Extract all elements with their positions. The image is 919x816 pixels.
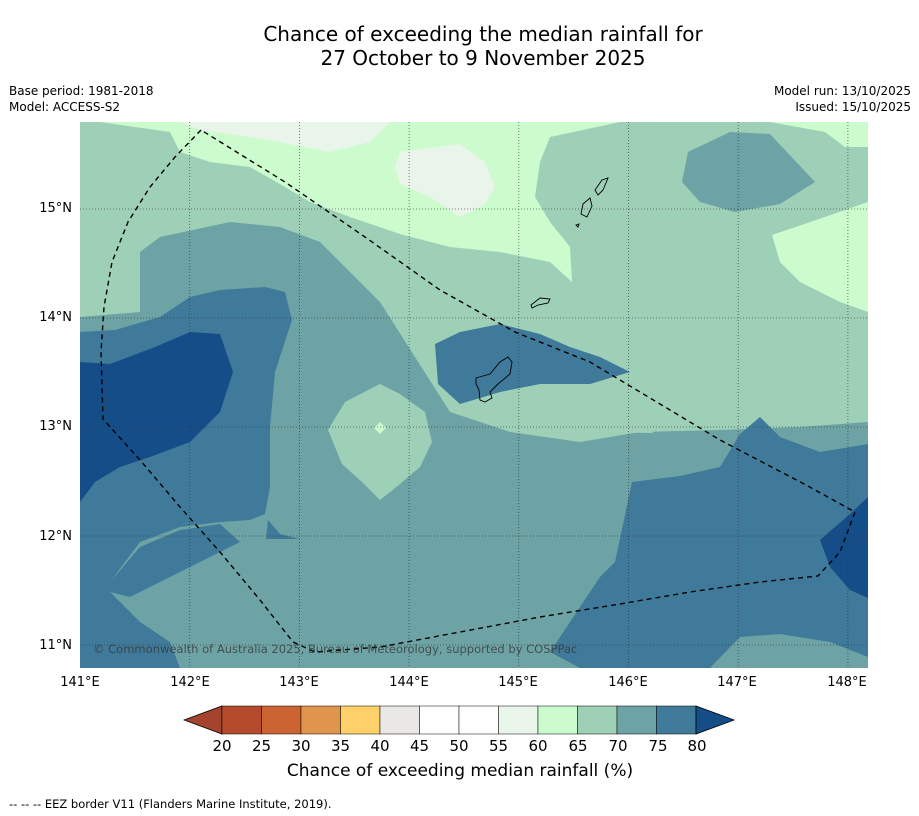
colorbar-swatch-75 [656, 705, 697, 735]
base-period: Base period: 1981-2018 [9, 84, 154, 98]
cb-tick-50: 50 [449, 737, 469, 755]
zone-60-65-ne-right [772, 202, 868, 312]
colorbar-swatch-70 [616, 705, 657, 735]
colorbar-swatch-60 [537, 705, 578, 735]
x-label-142e: 142°E [170, 675, 210, 690]
cb-tick-65: 65 [568, 737, 588, 755]
cb-tick-70: 70 [608, 737, 628, 755]
title-line-1: Chance of exceeding the median rainfall … [263, 22, 703, 46]
eez-footnote: -- -- -- EEZ border V11 (Flanders Marine… [9, 797, 332, 811]
colorbar-swatch-40 [379, 705, 420, 735]
y-label-14n: 14°N [39, 310, 72, 325]
zone-60-65-ne-top [770, 122, 868, 147]
zone-80-west [80, 332, 233, 502]
colorbar-swatches [182, 705, 736, 735]
colorbar-swatch-25 [261, 705, 302, 735]
zone-55-60-island [395, 144, 495, 217]
colorbar-title-text: Chance of exceeding median rainfall (%) [286, 761, 634, 781]
zone-80-east [820, 497, 868, 598]
meta-right: Model run: 13/10/2025 Issued: 15/10/2025 [774, 83, 911, 115]
x-label-143e: 143°E [279, 675, 319, 690]
map-canvas [80, 122, 868, 668]
zone-65-70-north [80, 122, 868, 442]
y-label-15n: 15°N [39, 201, 72, 216]
colorbar-extend-high [695, 705, 736, 735]
island-guam [475, 356, 513, 403]
island-tinian [580, 197, 593, 218]
island-saipan [594, 177, 609, 196]
x-label-141e: 141°E [60, 675, 100, 690]
y-label-13n: 13°N [39, 419, 72, 434]
island-aguijan [575, 223, 580, 228]
map-title: Chance of exceeding the median rainfall … [0, 22, 919, 70]
y-label-11n: 11°N [39, 638, 72, 653]
colorbar-swatch-45 [419, 705, 460, 735]
zone-55-60-top [180, 122, 390, 152]
islands [475, 177, 609, 403]
zone-70-75-ne [682, 132, 815, 212]
colorbar-swatch-20 [221, 705, 262, 735]
x-label-147e: 147°E [717, 675, 757, 690]
cb-tick-45: 45 [409, 737, 430, 755]
model-name: Model: ACCESS-S2 [9, 100, 121, 114]
colorbar-extend-low [182, 705, 223, 735]
x-label-148e: 148°E [827, 675, 867, 690]
zone-60-65-north [100, 122, 620, 282]
gridlines [80, 122, 868, 668]
cb-tick-55: 55 [488, 737, 509, 755]
model-run: Model run: 13/10/2025 [773, 84, 911, 98]
zone-65-70-central [328, 384, 432, 500]
zone-75-80-central [435, 324, 630, 404]
colorbar [182, 705, 737, 739]
zone-60-65-dot [374, 422, 386, 434]
cb-tick-25: 25 [251, 737, 272, 755]
rainfall-map [80, 122, 868, 668]
colorbar-title: Chance of exceeding median rainfall (%) [0, 761, 919, 781]
colorbar-swatch-30 [300, 705, 341, 735]
cb-tick-60: 60 [528, 737, 548, 755]
title-line-2: 27 October to 9 November 2025 [320, 46, 646, 70]
copyright-notice: © Commonwealth of Australia 2025, Bureau… [93, 642, 578, 656]
colorbar-swatch-35 [340, 705, 381, 735]
colorbar-swatch-50 [458, 705, 499, 735]
zone-70-75-bottomright [710, 634, 868, 668]
meta-left: Base period: 1981-2018 Model: ACCESS-S2 [9, 83, 154, 115]
zone-65-70-sliver [580, 420, 660, 433]
cb-tick-20: 20 [212, 737, 232, 755]
x-label-145e: 145°E [498, 675, 538, 690]
colorbar-swatch-65 [577, 705, 618, 735]
y-label-12n: 12°N [39, 529, 72, 544]
x-label-144e: 144°E [389, 675, 429, 690]
issued-date: Issued: 15/10/2025 [795, 100, 911, 114]
colorbar-swatch-55 [498, 705, 539, 735]
cb-tick-40: 40 [370, 737, 390, 755]
x-label-146e: 146°E [608, 675, 648, 690]
zone-75-80-small [266, 520, 300, 539]
island-rota [530, 297, 551, 309]
cb-tick-35: 35 [330, 737, 351, 755]
eez-border [100, 129, 856, 653]
cb-tick-75: 75 [648, 737, 668, 755]
cb-tick-30: 30 [291, 737, 311, 755]
zone-75-80-south [80, 524, 240, 668]
cb-tick-80: 80 [687, 737, 707, 755]
